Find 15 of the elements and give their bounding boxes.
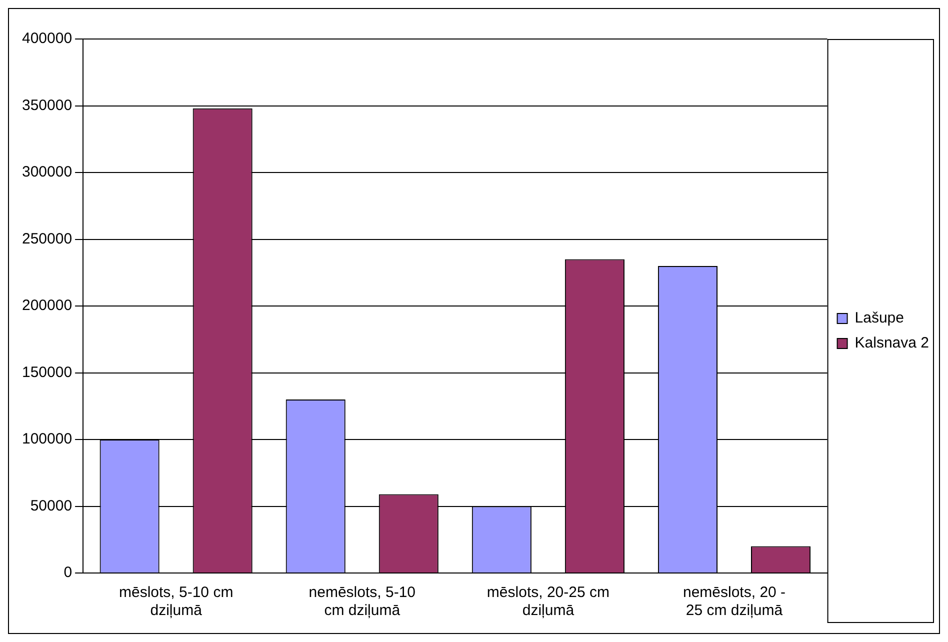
y-tick-label: 100000 xyxy=(22,430,72,448)
y-tick-label: 0 xyxy=(64,564,72,582)
y-tick-label: 150000 xyxy=(22,364,72,381)
x-tick-label: mēslots, 20-25 cm dziļumā xyxy=(486,584,610,620)
x-tick-label: mēslots, 5-10 cm dziļumā xyxy=(118,584,234,620)
y-tick-label: 200000 xyxy=(22,297,72,314)
x-tick-label: nemēslots, 5-10 cm dziļumā xyxy=(308,584,416,620)
y-tick-label: 50000 xyxy=(30,497,72,514)
y-tick-label: 300000 xyxy=(22,164,72,181)
x-tick-label: nemēslots, 20 - 25 cm dziļumā xyxy=(682,584,786,620)
y-tick-label: 250000 xyxy=(22,230,72,248)
legend-label: Lašupe xyxy=(854,310,904,327)
legend-label: Kalsnava 2 xyxy=(854,334,929,352)
y-tick-label: 400000 xyxy=(22,30,72,48)
y-tick-label: 350000 xyxy=(22,96,72,114)
